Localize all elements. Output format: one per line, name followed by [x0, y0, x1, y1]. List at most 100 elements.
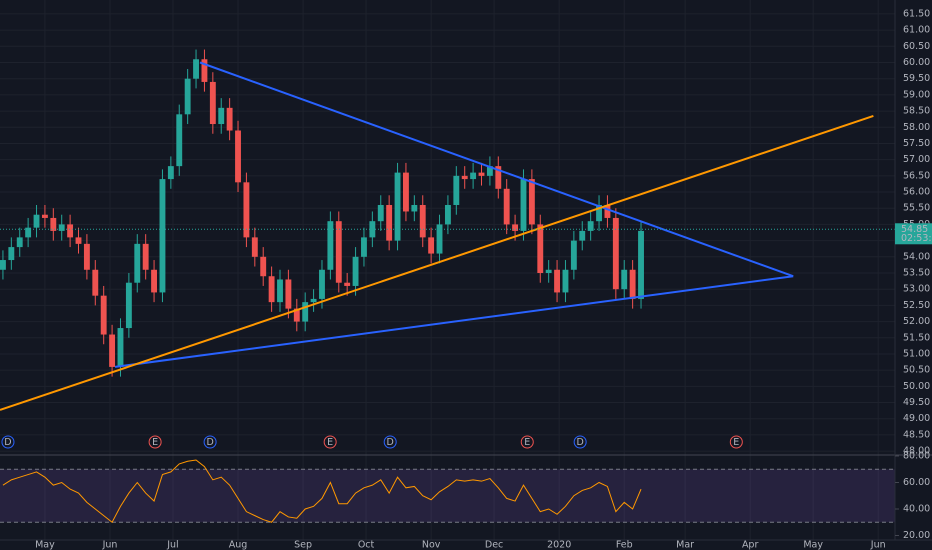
candle-body: [100, 295, 107, 335]
y-tick-label: 49.00: [903, 413, 930, 424]
candle-body: [285, 279, 292, 309]
last-price-box: [895, 223, 932, 245]
candle-body: [352, 256, 359, 286]
candle-body: [151, 269, 158, 293]
candle-body: [184, 78, 191, 115]
candle-body: [562, 269, 569, 293]
y-tick-label: 53.00: [903, 284, 930, 295]
candle-body: [428, 237, 435, 254]
event-label: D: [4, 437, 11, 448]
candle-body: [92, 269, 99, 296]
candle-body: [377, 204, 384, 222]
candle-body: [226, 107, 233, 131]
candle-body: [394, 172, 401, 241]
candle-body: [235, 130, 241, 183]
y-tick-label: 57.50: [903, 138, 930, 149]
event-label: E: [733, 437, 739, 448]
y-tick-label: 80.00: [903, 450, 930, 461]
candle-body: [16, 237, 23, 248]
x-tick-label: Mar: [676, 540, 694, 550]
rsi-line: [2, 459, 642, 524]
candle-body: [41, 214, 48, 218]
x-tick-label: Jun: [870, 540, 886, 550]
candle-body: [268, 276, 275, 303]
candle-body: [33, 214, 40, 228]
candle-body: [277, 279, 283, 303]
y-tick-label: 48.50: [903, 429, 930, 440]
y-tick-label: 52.50: [903, 300, 930, 311]
y-tick-label: 60.00: [903, 477, 930, 488]
candle-body: [209, 81, 216, 125]
y-tick-label: 54.00: [903, 251, 930, 262]
x-tick-label: Apr: [742, 540, 759, 550]
candle-body: [0, 260, 6, 270]
candle-body: [251, 237, 258, 257]
candle-body: [142, 243, 149, 270]
candle-body: [444, 204, 451, 225]
x-tick-label: May: [35, 540, 55, 550]
candle-body: [621, 269, 628, 290]
candle-body: [75, 237, 82, 244]
candle-body: [570, 240, 577, 270]
y-tick-label: 48.00: [903, 446, 930, 457]
event-marker: [573, 435, 587, 449]
candle-body: [461, 175, 468, 180]
y-tick-label: 53.50: [903, 268, 930, 279]
x-tick-label: 2020: [547, 540, 571, 550]
candle-body: [436, 224, 443, 254]
candle-body: [478, 172, 485, 176]
candle-body: [327, 221, 334, 270]
candle-body: [243, 182, 250, 238]
y-tick-label: 58.00: [903, 122, 930, 133]
event-marker: [1, 435, 15, 449]
candle-body: [218, 107, 225, 125]
candle-body: [403, 172, 409, 212]
y-tick-label: 52.00: [903, 316, 930, 327]
y-tick-label: 50.00: [903, 381, 930, 392]
y-tick-label: 49.50: [903, 397, 930, 408]
trendline: [114, 275, 794, 368]
rsi-band: [0, 469, 895, 523]
x-tick-label: Aug: [229, 540, 248, 550]
x-tick-label: Jun: [102, 540, 118, 550]
y-tick-label: 57.00: [903, 154, 930, 165]
y-tick-label: 20.00: [903, 530, 930, 541]
candle-body: [302, 302, 309, 322]
candle-body: [486, 166, 493, 176]
candle-body: [604, 204, 611, 218]
event-label: D: [206, 437, 213, 448]
event-marker: [729, 435, 743, 449]
candle-body: [117, 328, 124, 367]
trendline: [199, 61, 794, 278]
candle-body: [528, 179, 535, 225]
y-tick-label: 40.00: [903, 503, 930, 514]
trendline: [0, 114, 874, 411]
event-label: E: [524, 437, 530, 448]
candle-body: [537, 224, 544, 273]
candle-body: [520, 179, 527, 231]
event-marker: [148, 435, 162, 449]
y-tick-label: 61.50: [903, 8, 930, 19]
y-tick-label: 61.00: [903, 25, 930, 36]
candle-body: [167, 166, 174, 180]
event-label: D: [576, 437, 583, 448]
event-marker: [203, 435, 217, 449]
x-tick-label: Sep: [294, 540, 312, 550]
candle-body: [453, 175, 460, 205]
candle-body: [503, 188, 510, 225]
candle-body: [125, 282, 132, 329]
y-tick-label: 58.50: [903, 106, 930, 117]
x-tick-label: Oct: [358, 540, 375, 550]
candle-body: [612, 217, 619, 290]
candle-body: [159, 179, 166, 293]
candle-body: [109, 334, 116, 367]
candle-body: [545, 269, 552, 273]
candle-body: [260, 256, 267, 277]
y-tick-label: 60.50: [903, 41, 930, 52]
event-label: E: [327, 437, 333, 448]
candle-body: [310, 298, 317, 303]
candle-body: [638, 230, 644, 299]
candle-body: [495, 166, 502, 189]
candle-body: [58, 224, 65, 231]
